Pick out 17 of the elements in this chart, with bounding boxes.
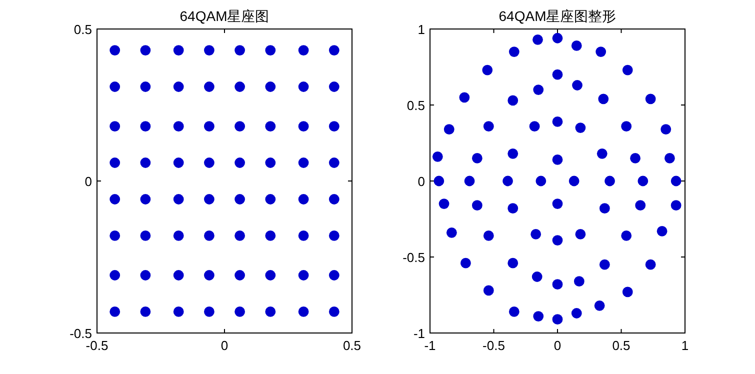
x-tick-label: 0 [220,338,228,353]
y-tick-label: 0 [418,174,425,189]
x-tick-label: 0 [554,338,562,353]
y-tick-label: 0 [84,174,92,189]
x-tick-label: -0.5 [482,338,505,353]
y-tick-label: 0.5 [406,98,425,113]
chart-title: 64QAM星座图整形 [498,8,616,24]
x-tick-label: -0.5 [86,338,108,353]
y-tick-label: -0.5 [70,326,92,341]
y-tick-label: 0.5 [74,22,92,37]
y-tick-label: -1 [413,326,425,341]
x-tick-label: 0.5 [612,338,630,353]
x-tick-label: 0.5 [342,338,362,353]
y-tick-label: 1 [418,22,425,37]
chart-title: 64QAM星座图 [180,8,270,24]
y-tick-label: -0.5 [402,250,425,265]
x-tick-label: 1 [681,338,689,353]
